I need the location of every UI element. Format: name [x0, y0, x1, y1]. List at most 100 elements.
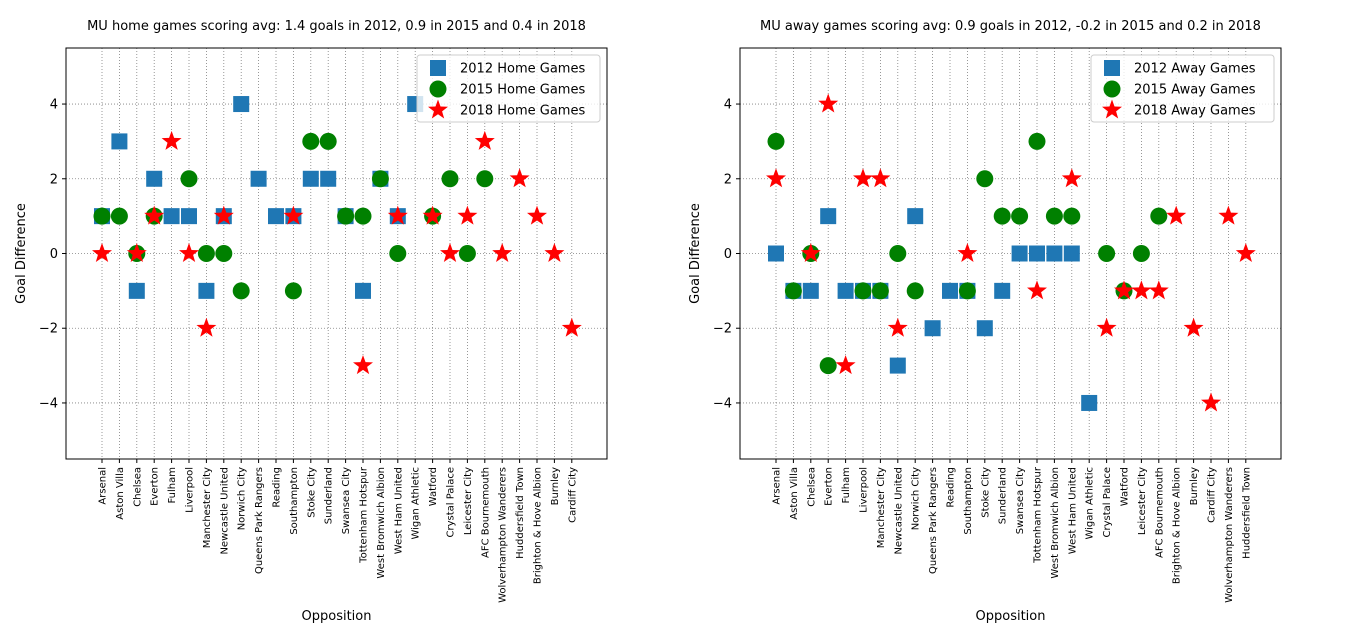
data-point	[422, 205, 443, 225]
data-point	[284, 282, 302, 300]
data-point	[196, 317, 217, 337]
data-point	[110, 207, 128, 225]
data-point	[198, 282, 215, 299]
data-point	[492, 243, 513, 262]
data-point	[215, 245, 233, 262]
y-tick-label: 0	[50, 247, 58, 262]
y-tick-label: −2	[713, 322, 732, 337]
data-point	[1028, 132, 1046, 150]
x-tick-label: Wolverhampton Wanderers	[498, 467, 509, 603]
x-tick-label: Watford	[1120, 467, 1131, 506]
x-tick-label: Norwich City	[237, 467, 248, 530]
y-tick-label: 2	[724, 172, 732, 187]
x-tick-label: Huddersfield Town	[1241, 467, 1252, 559]
x-tick-label: Liverpool	[859, 467, 870, 513]
data-point	[474, 130, 495, 150]
data-point	[163, 208, 180, 225]
y-axis-label: Goal Difference	[688, 203, 703, 304]
x-tick-label: Leicester City	[463, 467, 474, 535]
data-point	[268, 208, 284, 225]
data-point	[1166, 205, 1187, 225]
data-point	[476, 170, 494, 188]
data-point	[1235, 243, 1256, 262]
plot-frame	[739, 47, 1282, 460]
data-point	[1063, 245, 1080, 262]
data-point	[250, 170, 267, 187]
data-point	[387, 205, 408, 225]
data-point	[784, 282, 802, 300]
x-tick-label: West Bromwich Albion	[1050, 467, 1061, 579]
data-point	[768, 245, 784, 262]
data-point	[1098, 245, 1116, 262]
x-tick-label: Norwich City	[911, 467, 922, 530]
x-axis-label: Opposition	[302, 609, 372, 624]
data-point	[93, 207, 111, 225]
data-point	[924, 320, 941, 337]
data-point	[319, 132, 337, 150]
legend-label: 2018 Home Games	[460, 104, 585, 119]
x-tick-label: Cardiff City	[567, 467, 578, 523]
x-tick-label: Stoke City	[306, 467, 317, 518]
legend-marker	[429, 80, 447, 98]
x-tick-label: Fulham	[167, 467, 178, 504]
x-tick-label: Burnley	[550, 467, 561, 505]
data-point	[232, 282, 250, 300]
legend-marker	[430, 60, 446, 76]
x-tick-label: Everton	[824, 467, 835, 506]
legend: 2012 Home Games 2015 Home Games 2018 Home …	[416, 54, 601, 123]
x-tick-label: Manchester City	[876, 467, 887, 548]
x-tick-label: West Bromwich Albion	[376, 467, 387, 579]
data-point	[302, 132, 320, 150]
data-point	[128, 282, 145, 299]
legend-marker	[428, 99, 448, 119]
y-tick-label: 2	[50, 172, 58, 187]
x-tick-label: Reading	[272, 467, 283, 508]
data-point	[144, 205, 165, 225]
data-point	[509, 168, 530, 188]
data-point	[942, 282, 958, 299]
x-tick-label: Aston Villa	[789, 467, 800, 520]
series-2018-home-games	[92, 130, 582, 375]
data-point	[1011, 245, 1028, 262]
data-point	[337, 207, 355, 225]
legend-marker	[1102, 99, 1122, 119]
chart-panel-1: MU home games scoring avg: 1.4 goals in …	[14, 19, 608, 624]
x-tick-label: Burnley	[1189, 467, 1200, 505]
data-point	[1046, 245, 1063, 262]
legend-label: 2015 Away Games	[1134, 83, 1256, 98]
legend-label: 2012 Away Games	[1134, 62, 1256, 77]
data-point	[92, 243, 112, 262]
x-tick-label: Reading	[946, 467, 957, 508]
x-tick-label: Newcastle United	[219, 467, 230, 555]
x-tick-label: Wolverhampton Wanderers	[1224, 467, 1235, 603]
x-tick-label: Southampton	[289, 467, 300, 535]
data-point	[1081, 394, 1098, 411]
x-tick-label: Cardiff City	[1207, 467, 1218, 523]
x-tick-label: Brighton & Hove Albion	[1172, 467, 1183, 584]
data-point	[853, 168, 873, 188]
data-point	[213, 205, 234, 225]
data-point	[233, 96, 250, 113]
y-tick-label: −4	[713, 396, 732, 411]
data-point	[181, 208, 197, 225]
data-point	[441, 170, 459, 188]
data-point	[544, 243, 565, 262]
data-point	[180, 170, 198, 188]
data-point	[818, 93, 839, 113]
data-point	[802, 282, 819, 299]
data-point	[1131, 280, 1152, 300]
y-tick-label: −4	[39, 396, 58, 411]
x-tick-label: Newcastle United	[893, 467, 904, 555]
data-point	[993, 207, 1011, 225]
x-tick-label: Crystal Palace	[446, 467, 457, 538]
data-point	[1201, 392, 1221, 412]
x-tick-label: Southampton	[963, 467, 974, 535]
x-tick-label: Chelsea	[806, 467, 817, 507]
x-tick-label: Fulham	[841, 467, 852, 504]
x-tick-label: Swansea City	[341, 467, 352, 534]
data-point	[371, 170, 389, 188]
legend-marker	[1103, 80, 1121, 98]
x-tick-label: Liverpool	[185, 467, 196, 513]
legend-label: 2012 Home Games	[460, 62, 585, 77]
